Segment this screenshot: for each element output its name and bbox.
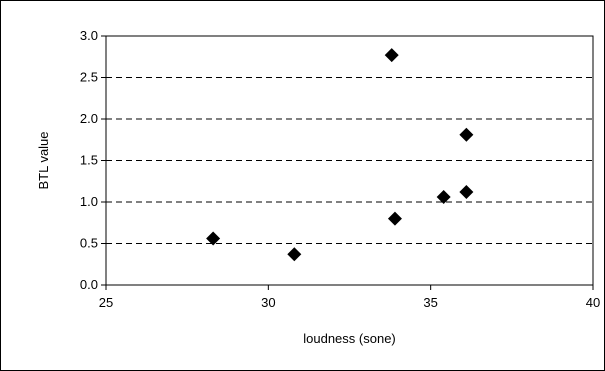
point-layer: [206, 48, 474, 262]
y-tick-label: 0.0: [80, 277, 98, 292]
y-tick-label: 1.5: [80, 153, 98, 168]
x-tick-label: 35: [423, 295, 437, 310]
data-point-5: [436, 190, 451, 205]
x-tick-label: 25: [99, 295, 113, 310]
y-tick-label: 0.5: [80, 236, 98, 251]
y-tick-label: 2.5: [80, 70, 98, 85]
data-point-2: [287, 247, 302, 262]
y-tick-label: 3.0: [80, 28, 98, 43]
x-tick-label: 30: [261, 295, 275, 310]
data-point-4: [387, 211, 402, 226]
x-axis-label: loudness (sone): [303, 331, 396, 346]
data-point-6: [459, 127, 474, 142]
tick-layer: 0.0 0.5 1.0 1.5 2.0 2.5 3.0 25 30 35 40: [80, 28, 600, 310]
data-point-1: [206, 231, 221, 246]
y-tick-label: 2.0: [80, 111, 98, 126]
data-point-3: [384, 48, 399, 63]
y-axis-label: BTL value: [36, 131, 51, 189]
grid-layer: [106, 77, 593, 244]
y-tick-label: 1.0: [80, 194, 98, 209]
x-tick-label: 40: [586, 295, 600, 310]
data-point-7: [459, 185, 474, 200]
